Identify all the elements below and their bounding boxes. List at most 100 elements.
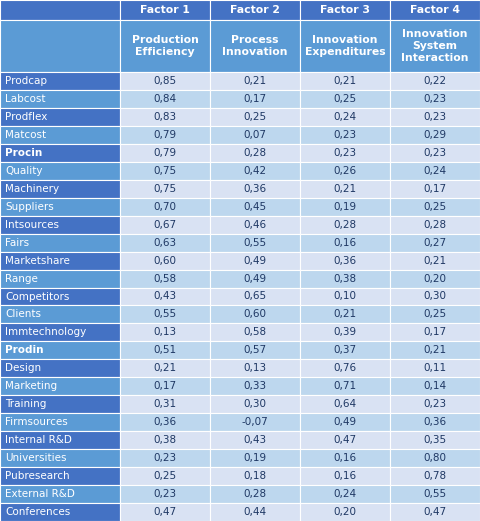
Text: 0,28: 0,28 bbox=[334, 220, 357, 230]
Text: Immtechnology: Immtechnology bbox=[5, 327, 86, 338]
Bar bbox=[390, 216, 480, 233]
Text: 0,28: 0,28 bbox=[243, 489, 266, 499]
Text: 0,28: 0,28 bbox=[423, 220, 446, 230]
Bar bbox=[120, 359, 210, 377]
Bar bbox=[120, 126, 210, 144]
Text: 0,55: 0,55 bbox=[243, 238, 266, 247]
Text: 0,26: 0,26 bbox=[334, 166, 357, 176]
Bar bbox=[210, 72, 300, 90]
Bar bbox=[120, 288, 210, 305]
Text: 0,07: 0,07 bbox=[243, 130, 266, 140]
Bar bbox=[390, 341, 480, 359]
Text: 0,25: 0,25 bbox=[423, 309, 446, 319]
Bar bbox=[120, 20, 210, 72]
Bar bbox=[300, 431, 390, 449]
Text: Machinery: Machinery bbox=[5, 184, 59, 194]
Text: 0,24: 0,24 bbox=[334, 112, 357, 122]
Bar bbox=[300, 305, 390, 324]
Bar bbox=[210, 467, 300, 485]
Text: 0,21: 0,21 bbox=[423, 345, 446, 355]
Text: 0,10: 0,10 bbox=[334, 292, 357, 302]
Bar bbox=[210, 359, 300, 377]
Text: 0,75: 0,75 bbox=[154, 184, 177, 194]
Bar bbox=[300, 162, 390, 180]
Bar bbox=[390, 431, 480, 449]
Bar bbox=[300, 288, 390, 305]
Bar bbox=[120, 90, 210, 108]
Bar bbox=[390, 144, 480, 162]
Bar bbox=[390, 126, 480, 144]
Text: Factor 3: Factor 3 bbox=[320, 5, 370, 15]
Text: 0,44: 0,44 bbox=[243, 507, 266, 517]
Text: 0,23: 0,23 bbox=[154, 453, 177, 463]
Text: 0,71: 0,71 bbox=[334, 381, 357, 391]
Text: 0,18: 0,18 bbox=[243, 471, 266, 481]
Text: 0,60: 0,60 bbox=[154, 256, 177, 266]
Bar bbox=[120, 162, 210, 180]
Text: Production
Efficiency: Production Efficiency bbox=[132, 35, 198, 57]
Bar bbox=[0, 449, 120, 467]
Text: 0,79: 0,79 bbox=[154, 148, 177, 158]
Text: 0,43: 0,43 bbox=[243, 435, 266, 445]
Bar bbox=[300, 198, 390, 216]
Text: 0,58: 0,58 bbox=[243, 327, 266, 338]
Bar bbox=[120, 449, 210, 467]
Text: 0,64: 0,64 bbox=[334, 399, 357, 410]
Text: Prodflex: Prodflex bbox=[5, 112, 48, 122]
Bar bbox=[210, 269, 300, 288]
Bar bbox=[0, 305, 120, 324]
Bar bbox=[210, 108, 300, 126]
Bar bbox=[0, 180, 120, 198]
Bar bbox=[0, 144, 120, 162]
Bar bbox=[0, 431, 120, 449]
Text: 0,79: 0,79 bbox=[154, 130, 177, 140]
Text: 0,24: 0,24 bbox=[423, 166, 446, 176]
Text: 0,13: 0,13 bbox=[154, 327, 177, 338]
Text: 0,46: 0,46 bbox=[243, 220, 266, 230]
Text: Design: Design bbox=[5, 363, 41, 374]
Text: Factor 4: Factor 4 bbox=[410, 5, 460, 15]
Text: 0,60: 0,60 bbox=[243, 309, 266, 319]
Text: 0,63: 0,63 bbox=[154, 238, 177, 247]
Text: 0,36: 0,36 bbox=[154, 417, 177, 427]
Bar bbox=[390, 252, 480, 269]
Bar bbox=[0, 485, 120, 503]
Bar bbox=[300, 324, 390, 341]
Text: Factor 1: Factor 1 bbox=[140, 5, 190, 15]
Bar bbox=[0, 0, 120, 20]
Text: Firmsources: Firmsources bbox=[5, 417, 68, 427]
Bar bbox=[120, 72, 210, 90]
Text: 0,67: 0,67 bbox=[154, 220, 177, 230]
Text: 0,19: 0,19 bbox=[334, 202, 357, 212]
Bar bbox=[210, 162, 300, 180]
Text: 0,23: 0,23 bbox=[423, 94, 446, 104]
Text: 0,38: 0,38 bbox=[334, 274, 357, 283]
Bar bbox=[300, 20, 390, 72]
Text: 0,28: 0,28 bbox=[243, 148, 266, 158]
Text: 0,57: 0,57 bbox=[243, 345, 266, 355]
Text: 0,22: 0,22 bbox=[423, 76, 446, 86]
Text: Innovation
System
Interaction: Innovation System Interaction bbox=[401, 29, 469, 63]
Bar bbox=[0, 252, 120, 269]
Text: 0,23: 0,23 bbox=[423, 399, 446, 410]
Bar bbox=[390, 359, 480, 377]
Text: 0,21: 0,21 bbox=[423, 256, 446, 266]
Text: 0,16: 0,16 bbox=[334, 471, 357, 481]
Bar bbox=[0, 72, 120, 90]
Text: 0,13: 0,13 bbox=[243, 363, 266, 374]
Bar bbox=[210, 341, 300, 359]
Text: 0,70: 0,70 bbox=[154, 202, 177, 212]
Text: Fairs: Fairs bbox=[5, 238, 29, 247]
Text: 0,36: 0,36 bbox=[334, 256, 357, 266]
Bar bbox=[0, 269, 120, 288]
Bar bbox=[0, 503, 120, 521]
Bar bbox=[300, 395, 390, 413]
Bar bbox=[300, 485, 390, 503]
Bar bbox=[300, 341, 390, 359]
Bar bbox=[0, 467, 120, 485]
Bar bbox=[0, 377, 120, 395]
Bar bbox=[300, 269, 390, 288]
Text: Labcost: Labcost bbox=[5, 94, 46, 104]
Text: 0,23: 0,23 bbox=[154, 489, 177, 499]
Text: Clients: Clients bbox=[5, 309, 41, 319]
